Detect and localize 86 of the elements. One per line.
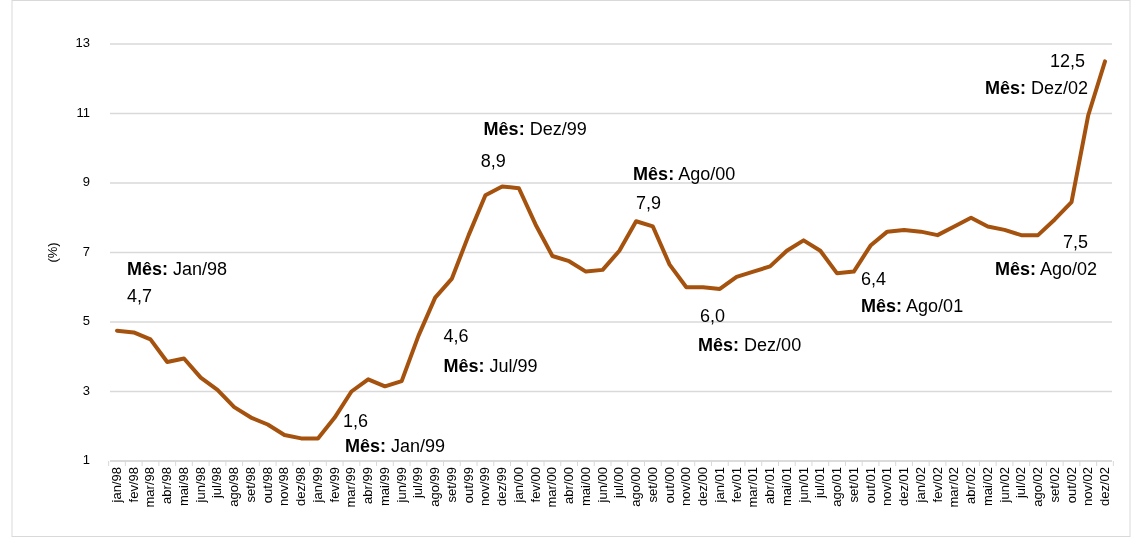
x-tick-label: jun/98 [192, 467, 208, 504]
x-tick-label: dez/00 [695, 467, 711, 507]
x-tick-label: dez/02 [1097, 467, 1112, 507]
x-tick-label: nov/98 [276, 467, 292, 507]
x-tick-label: mar/01 [745, 467, 761, 508]
data-label: 8,9 [480, 151, 506, 172]
x-tick-label: ago/99 [427, 467, 443, 507]
x-tick-label: set/99 [443, 467, 459, 503]
x-tick-label: mar/02 [946, 467, 962, 508]
annotation: Mês: Dez/00 [698, 335, 802, 355]
y-tick-label: 11 [76, 104, 90, 120]
annotation: Mês: Jul/99 [443, 355, 538, 376]
y-tick-label: 7 [82, 243, 90, 259]
x-tick-label: mai/00 [577, 467, 593, 507]
x-tick-label: jul/98 [209, 467, 225, 500]
data-label: 4,7 [127, 286, 153, 307]
y-axis-title: (%) [45, 242, 60, 263]
x-tick-label: abr/02 [963, 467, 979, 504]
x-tick-label: jul/02 [1013, 467, 1029, 500]
x-tick-label: jul/00 [611, 467, 627, 500]
data-label: 6,0 [700, 306, 726, 326]
x-tick-label: fev/99 [326, 467, 342, 503]
x-tick-label: nov/02 [1080, 467, 1096, 507]
x-tick-label: jun/02 [996, 467, 1012, 504]
x-tick-label: jan/00 [510, 467, 526, 504]
y-tick-label: 5 [82, 313, 90, 329]
x-tick-label: out/00 [661, 467, 677, 504]
x-tick-label: abr/98 [159, 467, 175, 504]
data-label: 7,5 [1063, 231, 1089, 252]
annotation: Mês: Jan/98 [127, 258, 228, 279]
x-tick-label: ago/00 [628, 467, 644, 507]
x-tick-label: set/98 [242, 467, 258, 503]
x-tick-label: out/01 [862, 467, 878, 504]
annotation: Mês: Ago/02 [994, 258, 1098, 279]
x-tick-label: dez/99 [494, 467, 510, 507]
x-tick-label: jan/02 [912, 467, 928, 504]
x-tick-label: dez/01 [896, 467, 912, 507]
x-tick-label: nov/01 [879, 467, 895, 507]
y-tick-label: 9 [82, 174, 90, 190]
x-tick-label: fev/98 [125, 467, 141, 503]
x-tick-label: jul/01 [812, 467, 828, 500]
x-tick-label: jun/00 [594, 467, 610, 504]
x-tick-label: jan/99 [309, 467, 325, 504]
data-label: 6,4 [861, 269, 887, 290]
x-tick-label: fev/00 [527, 467, 543, 503]
x-tick-label: jun/01 [795, 467, 811, 504]
x-tick-label: ago/01 [829, 467, 845, 507]
x-tick-label: mar/98 [142, 467, 158, 508]
x-tick-label: abr/01 [762, 467, 778, 504]
x-tick-label: nov/99 [477, 467, 493, 507]
x-tick-label: nov/00 [678, 467, 694, 507]
annotation: Mês: Jan/99 [344, 436, 446, 457]
x-tick-label: mai/99 [376, 467, 392, 507]
x-tick-label: fev/02 [929, 467, 945, 503]
x-tick-label: abr/00 [561, 467, 577, 504]
x-tick-label: dez/98 [293, 467, 309, 507]
x-tick-label: mar/99 [343, 467, 359, 508]
x-tick-label: mar/00 [544, 467, 560, 508]
annotation: Mês: Ago/01 [861, 296, 964, 317]
x-tick-label: abr/99 [360, 467, 376, 504]
data-label: 4,6 [443, 325, 469, 346]
data-label: 7,9 [636, 192, 662, 213]
x-tick-label: ago/98 [226, 467, 242, 507]
x-tick-label: set/02 [1046, 467, 1062, 503]
annotation: Mês: Ago/00 [633, 163, 736, 184]
x-tick-label: out/98 [259, 467, 275, 504]
x-tick-label: mai/98 [175, 467, 191, 507]
y-tick-label: 3 [82, 382, 90, 398]
x-tick-label: ago/02 [1030, 467, 1046, 507]
x-tick-label: jan/98 [109, 467, 124, 504]
x-tick-label: fev/01 [728, 467, 744, 503]
annotation: Mês: Dez/99 [483, 119, 587, 140]
data-label: 1,6 [342, 411, 368, 432]
x-tick-label: jul/99 [410, 467, 426, 500]
y-tick-label: 1 [82, 452, 90, 468]
x-tick-label: out/99 [460, 467, 476, 504]
x-tick-label: mai/02 [979, 467, 995, 507]
x-tick-label: out/02 [1063, 467, 1079, 504]
x-tick-label: jan/01 [711, 467, 727, 504]
y-tick-label: 13 [75, 35, 90, 51]
annotation: Mês: Dez/02 [984, 78, 1088, 99]
x-tick-label: set/00 [644, 467, 660, 503]
x-tick-label: set/01 [845, 467, 861, 503]
x-tick-label: jun/99 [393, 467, 409, 504]
x-tick-label: mai/01 [778, 467, 794, 507]
data-label: 12,5 [1049, 51, 1085, 72]
